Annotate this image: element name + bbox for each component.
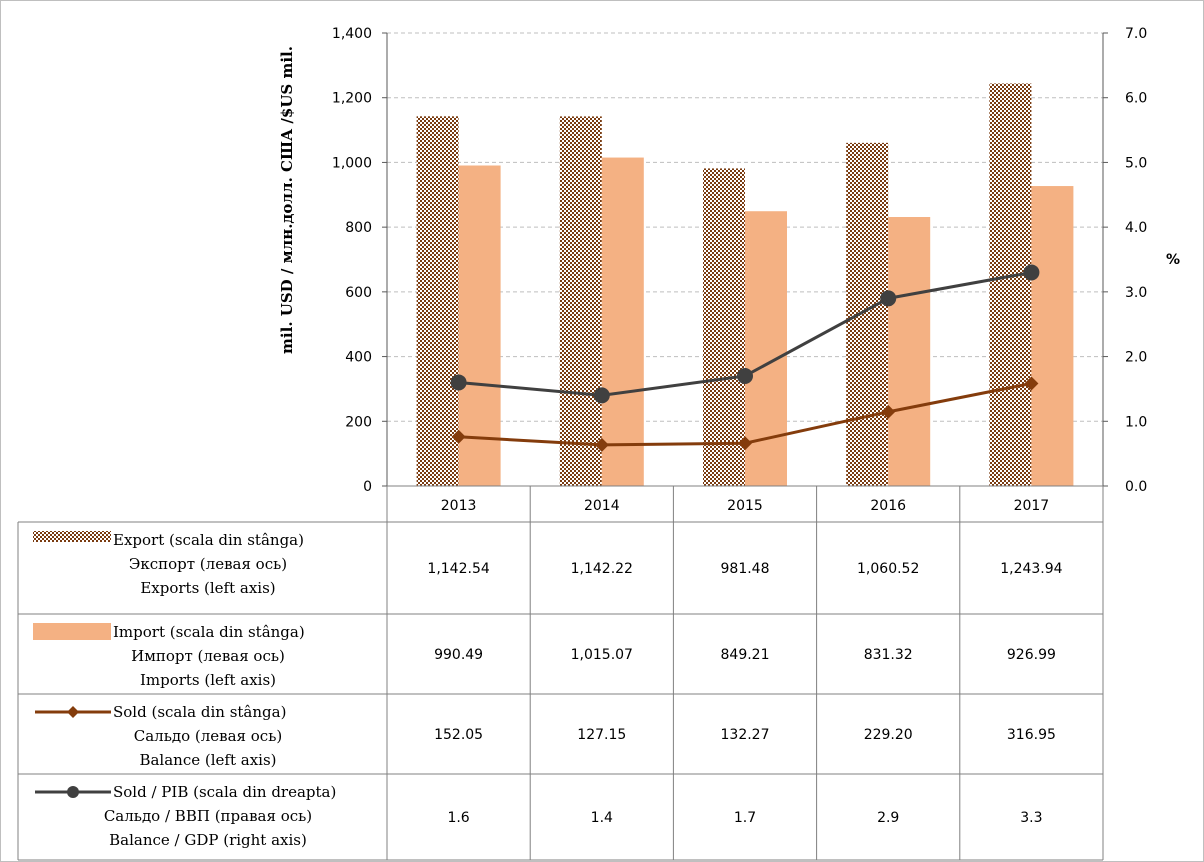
y-tick-label: 600: [345, 285, 372, 301]
legend-label: Sold (scala din stânga): [113, 703, 286, 721]
bar-export: [989, 83, 1032, 487]
legend-label: Импорт (левая ось): [131, 647, 285, 665]
legend-swatch: [33, 531, 111, 542]
legend-marker: [67, 706, 79, 718]
y2-tick-label: 5.0: [1125, 155, 1147, 171]
legend-swatch: [33, 623, 111, 640]
point-balance: [1024, 376, 1039, 391]
legend-label: Сальдо (левая ось): [134, 727, 282, 745]
data-label: 831.32: [864, 647, 913, 663]
point-gdp-ratio: [737, 367, 753, 384]
point-gdp-ratio: [1023, 264, 1040, 281]
bar-import: [458, 165, 501, 486]
data-label: 127.15: [577, 727, 626, 743]
y-tick-label: 200: [345, 414, 372, 430]
data-label: 1.7: [734, 810, 756, 826]
point-balance: [881, 404, 896, 419]
bar-export: [846, 142, 889, 487]
data-label: 152.05: [434, 727, 483, 743]
legend-label: Export (scala din stânga): [113, 531, 304, 549]
bars: [416, 83, 1074, 487]
category-label: 2013: [441, 498, 477, 514]
point-gdp-ratio: [593, 387, 610, 404]
y-axis-title: mil. USD / млн.долл. США /$US mil.: [278, 46, 296, 354]
legend-marker: [67, 786, 79, 798]
point-gdp-ratio: [880, 290, 897, 307]
line-series: [450, 264, 1040, 452]
bar-import: [745, 211, 787, 486]
data-label: 3.3: [1020, 810, 1042, 826]
data-label: 316.95: [1007, 727, 1056, 743]
point-balance: [451, 429, 466, 444]
data-label: 981.48: [721, 561, 770, 577]
data-label: 1,142.22: [571, 561, 633, 577]
y2-tick-label: 4.0: [1125, 220, 1147, 236]
y2-tick-label: 2.0: [1125, 350, 1147, 366]
y-tick-label: 1,200: [332, 91, 372, 107]
bar-import: [888, 217, 931, 486]
bar-import: [601, 157, 644, 486]
y2-tick-label: 1.0: [1125, 414, 1147, 430]
category-label: 2014: [584, 498, 620, 514]
legend-label: Сальдо / ВВП (правая ось): [104, 807, 312, 825]
category-label: 2016: [870, 498, 906, 514]
legend-label: Balance (left axis): [139, 751, 276, 769]
y2-axis-title: %: [1166, 252, 1180, 268]
data-label: 990.49: [434, 647, 483, 663]
data-table: 2013 2014 2015 2016 2017 1,142.54 1,142.22 981.…: [17, 485, 1104, 861]
data-label: 1,015.07: [571, 647, 633, 663]
data-label: 1,142.54: [427, 561, 489, 577]
y-tick-label: 1,000: [332, 155, 372, 171]
data-label: 849.21: [721, 647, 770, 663]
y2-tick-label: 6.0: [1125, 91, 1147, 107]
y-tick-label: 0: [363, 479, 372, 495]
legend-label: Imports (left axis): [140, 671, 276, 689]
data-label: 2.9: [877, 810, 899, 826]
legend-label: Exports (left axis): [140, 579, 275, 597]
data-label: 229.20: [864, 727, 913, 743]
point-balance: [738, 436, 752, 451]
legend-label: Экспорт (левая ось): [129, 555, 287, 573]
point-gdp-ratio: [450, 374, 467, 391]
data-label: 132.27: [721, 727, 770, 743]
data-label: 1.6: [447, 810, 469, 826]
data-label: 1.4: [591, 810, 613, 826]
bar-import: [1031, 186, 1074, 486]
axes: 0 200 400 600 800 1,000 1,200 1,400 0.0 1.0 2.0 3.0…: [278, 26, 1180, 495]
y-tick-label: 400: [345, 350, 372, 366]
data-label: 1,243.94: [1000, 561, 1062, 577]
legend-label: Sold / PIB (scala din dreapta): [113, 783, 336, 801]
bar-export: [416, 116, 459, 486]
bar-export: [559, 116, 602, 486]
y-tick-label: 1,400: [332, 26, 372, 42]
category-label: 2015: [727, 498, 763, 514]
category-label: 2017: [1014, 498, 1050, 514]
y2-tick-label: 0.0: [1125, 479, 1147, 495]
y-tick-label: 800: [345, 220, 372, 236]
y2-tick-label: 3.0: [1125, 285, 1147, 301]
gridlines: [387, 32, 1103, 422]
bar-export: [703, 168, 745, 486]
legend-label: Balance / GDP (right axis): [109, 831, 307, 849]
y2-tick-label: 7.0: [1125, 26, 1147, 42]
legend-label: Import (scala din stânga): [113, 623, 305, 641]
data-label: 1,060.52: [857, 561, 919, 577]
point-balance: [594, 437, 609, 452]
data-label: 926.99: [1007, 647, 1056, 663]
